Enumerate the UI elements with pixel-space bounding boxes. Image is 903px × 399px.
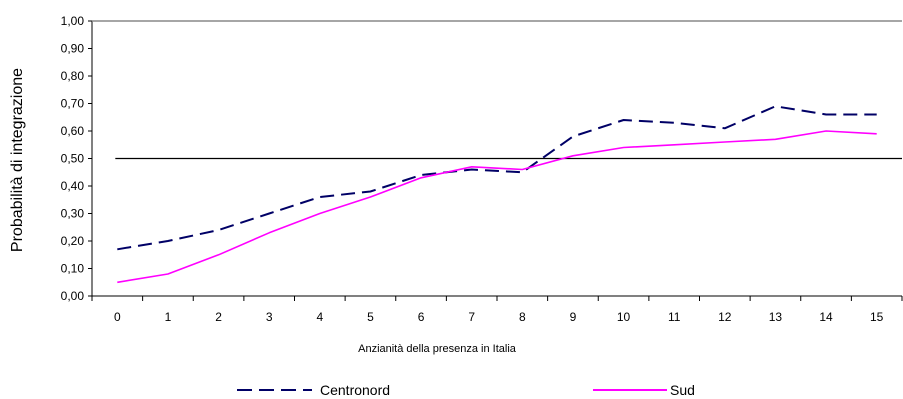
x-tick-label: 14 [819,310,833,324]
y-tick-label: 0,60 [61,124,85,138]
series-line-sud [117,130,877,284]
y-tick-label: 0,90 [61,42,85,56]
series-group [117,105,877,284]
x-axis: 0 1 2 3 4 5 6 7 8 9 10 11 12 13 14 15 [91,295,903,324]
x-tick-label: 13 [769,310,783,324]
series-line-centronord [117,105,877,251]
y-tick-label: 0,50 [61,152,85,166]
x-tick-label: 9 [570,310,577,324]
y-tick-label: 0,20 [61,234,85,248]
y-tick-label: 1,00 [61,14,85,28]
y-tick-label: 0,30 [61,207,85,221]
x-tick-label: 0 [114,310,121,324]
y-tick-label: 0,00 [61,289,85,303]
y-tick-label: 0,40 [61,179,85,193]
legend: Centronord Sud [237,382,695,398]
x-tick-label: 10 [617,310,631,324]
x-tick-label: 8 [519,310,526,324]
x-tick-label: 4 [316,310,323,324]
x-tick-label: 2 [215,310,222,324]
legend-label-centronord: Centronord [320,382,390,398]
x-tick-label: 3 [266,310,273,324]
x-tick-label: 11 [668,310,681,324]
x-tick-label: 12 [718,310,732,324]
legend-label-sud: Sud [670,382,695,398]
y-tick-label: 0,10 [61,262,85,276]
x-tick-label: 15 [870,310,884,324]
y-tick-label: 0,70 [61,97,85,111]
x-tick-label: 5 [367,310,374,324]
y-axis-label: Probabilità di integrazione [9,68,26,252]
x-tick-label: 7 [468,310,475,324]
x-tick-label: 1 [165,310,172,324]
y-axis: 0,00 0,10 0,20 0,30 0,40 0,50 0,60 0,70 0,80 0,90… [61,14,902,303]
x-tick-label: 6 [418,310,425,324]
y-tick-label: 0,80 [61,69,85,83]
x-axis-label: Anzianità della presenza in Italia [358,343,517,355]
